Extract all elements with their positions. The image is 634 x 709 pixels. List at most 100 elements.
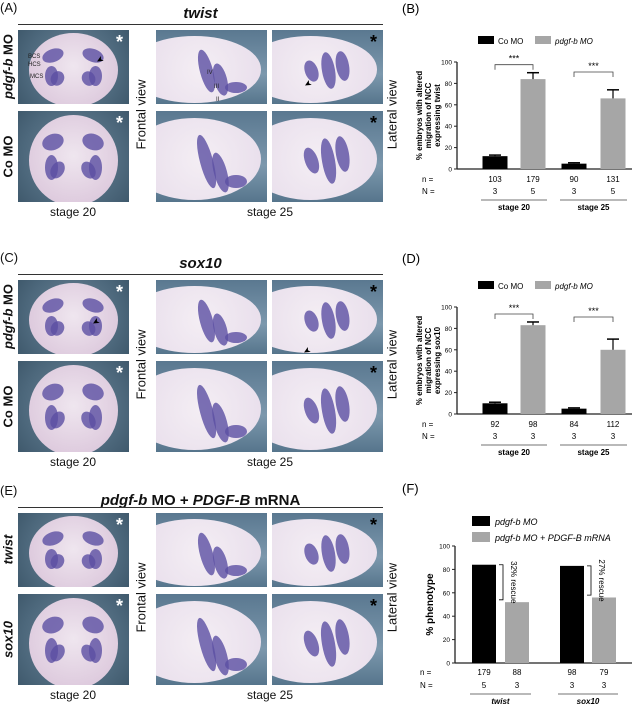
group-label: stage 20 [498, 448, 531, 457]
title-part: PDGF-B [192, 492, 251, 509]
embryo-photo-frontal-stage25 [156, 30, 267, 104]
embryo-photo-frontal-stage25 [156, 111, 267, 202]
asterisk-marker: * [369, 515, 377, 535]
significance-bracket [494, 313, 534, 319]
y-tick-label: 60 [445, 102, 453, 109]
title-part: mRNA [250, 492, 301, 509]
panel-title: sox10 [179, 255, 222, 272]
embryo-photo-lateral-stage25: * [272, 513, 383, 587]
embryo-photo-lateral-stage25: * [272, 361, 383, 452]
embryo-photo-frontal-stage20: * [18, 361, 129, 452]
n-value: 98 [529, 420, 538, 429]
N-value: 5 [531, 187, 536, 196]
N-value: 5 [611, 187, 616, 196]
embryo-photo-frontal-stage20: * [18, 594, 129, 685]
bar-pdgf-b-mo [520, 79, 546, 169]
y-tick-label: 20 [445, 145, 453, 152]
asterisk-marker: * [369, 113, 377, 133]
n-row-label: n = [422, 420, 434, 429]
legend-swatch [535, 36, 551, 44]
y-tick-label: 80 [443, 567, 451, 574]
asterisk-marker: * [369, 282, 377, 302]
y-axis-label: expressing sox10 [433, 326, 442, 394]
embryo-photo-lateral-stage25: * [272, 30, 383, 104]
rescue-label: 27% rescue [597, 559, 606, 602]
legend-entry: Co MO [498, 37, 523, 46]
panel-title: twist [183, 5, 218, 22]
n-value: 103 [488, 175, 502, 184]
structure-annotation: MCS [30, 74, 44, 80]
bar-pdgf-b-mo-pdgf-b-mrna [505, 602, 529, 663]
stain-region [224, 424, 247, 439]
y-tick-label: 40 [443, 614, 451, 621]
asterisk-marker: * [369, 363, 377, 383]
bar-co-mo [482, 156, 508, 169]
asterisk-marker: * [115, 515, 123, 535]
asterisk-marker: * [115, 596, 123, 616]
significance-bracket [573, 71, 614, 77]
asterisk-marker: * [369, 596, 377, 616]
group-label: twist [491, 697, 510, 706]
title-part: pdgf-b [100, 492, 148, 509]
structure-annotation: BCS [28, 54, 41, 60]
y-axis-label: migration of NCC [424, 327, 433, 393]
n-value: 98 [568, 668, 577, 677]
group-label: sox10 [577, 697, 600, 706]
N-value: 3 [515, 681, 520, 690]
legend-swatch [478, 281, 494, 289]
N-value: 3 [493, 187, 498, 196]
y-axis-label: migration of NCC [424, 82, 433, 148]
structure-annotation: HCS [28, 62, 41, 68]
asterisk-marker: * [369, 32, 377, 52]
N-value: 3 [611, 432, 616, 441]
embryo-photo-lateral-stage25: * [272, 111, 383, 202]
n-value: 79 [600, 668, 609, 677]
bar-pdgf-b-mo [600, 349, 626, 414]
group-label: stage 25 [577, 448, 610, 457]
y-tick-label: 100 [441, 305, 452, 312]
n-value: 131 [606, 175, 620, 184]
y-tick-label: 20 [443, 637, 451, 644]
y-tick-label: 40 [445, 124, 453, 131]
legend-swatch [535, 281, 551, 289]
N-value: 3 [572, 432, 577, 441]
significance-stars: *** [588, 306, 599, 316]
embryo-photo-frontal-stage20: * [18, 280, 129, 354]
asterisk-marker: * [115, 113, 123, 133]
N-row-label: N = [420, 681, 433, 690]
embryo-photo-lateral-stage25: * [272, 280, 383, 354]
N-value: 3 [531, 432, 536, 441]
bar-co-mo [561, 408, 587, 414]
bar-pdgf-b-mo [560, 565, 584, 663]
y-tick-label: 80 [445, 81, 453, 88]
embryo [29, 597, 118, 685]
y-tick-label: 0 [446, 661, 450, 668]
N-value: 3 [602, 681, 607, 690]
rescue-label: 32% rescue [509, 561, 518, 604]
N-row-label: N = [422, 187, 435, 196]
panel-label: (F) [402, 481, 419, 496]
y-tick-label: 20 [445, 390, 453, 397]
legend-entry: pdgf-b MO + PDGF-B mRNA [494, 533, 611, 543]
title-rule [18, 24, 383, 25]
asterisk-marker: * [115, 363, 123, 383]
y-tick-label: 0 [448, 167, 452, 174]
legend-entry: pdgf-b MO [494, 517, 538, 527]
n-value: 92 [491, 420, 500, 429]
y-axis-label: % phenotype [425, 573, 436, 636]
legend-swatch [472, 532, 490, 542]
embryo-photo-frontal-stage25 [156, 280, 267, 354]
bar-co-mo [561, 163, 587, 169]
panel-title: pdgf-b MO + PDGF-B mRNA [18, 492, 383, 509]
n-value: 112 [607, 420, 620, 429]
y-axis-label: expressing twist [433, 84, 442, 147]
significance-bracket [573, 316, 614, 322]
y-tick-label: 40 [445, 369, 453, 376]
n-value: 90 [570, 175, 579, 184]
structure-annotation: III [214, 84, 220, 90]
group-label: stage 20 [498, 203, 531, 212]
y-tick-label: 60 [445, 347, 453, 354]
n-value: 179 [526, 175, 540, 184]
embryo [29, 282, 118, 354]
